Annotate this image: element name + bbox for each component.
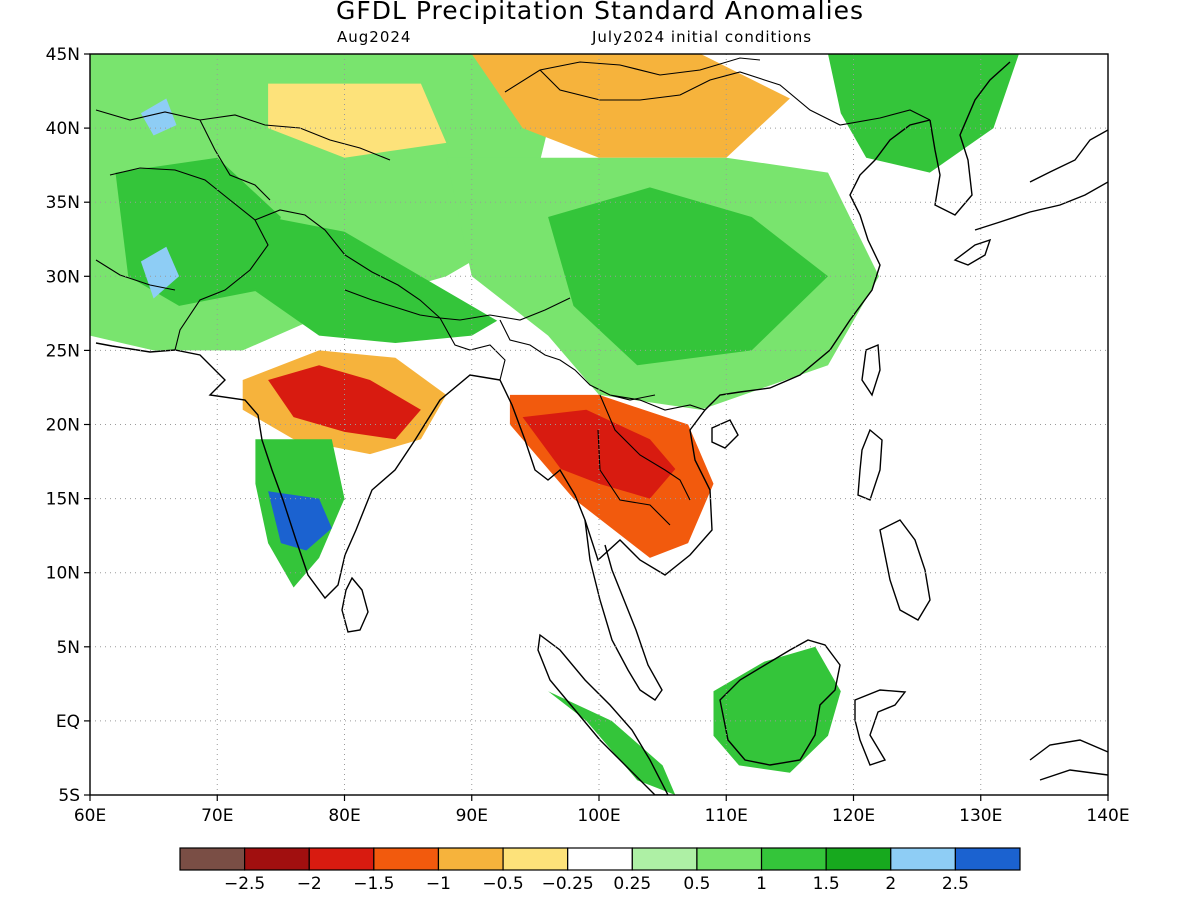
lat-tick-label: 10N: [46, 564, 80, 584]
coastline-korea: [929, 61, 1011, 216]
legend-label: −0.5: [482, 874, 523, 894]
coastline-indochina: [499, 379, 741, 576]
lon-tick-label: 70E: [201, 806, 233, 826]
coastline-hainan: [711, 419, 739, 449]
legend-label: 0.5: [683, 874, 710, 894]
anomaly-fill-layer: [90, 54, 1019, 795]
coastline-taiwan: [861, 343, 881, 397]
lat-tick-label: EQ: [56, 712, 80, 732]
legend-label: 1: [756, 874, 767, 894]
legend-swatch: [244, 847, 310, 871]
legend-swatch: [825, 847, 892, 871]
axis-ticks: 60E 70E 80E 90E 100E 110E 120E 130E 140E 45N 40N 35…: [46, 45, 1130, 826]
legend-swatch: [567, 847, 633, 871]
legend-swatch: [954, 847, 1021, 871]
lat-tick-label: 35N: [46, 193, 80, 213]
legend-swatch: [631, 847, 698, 871]
legend-swatch: [760, 847, 827, 871]
legend-swatch: [890, 847, 956, 871]
lat-tick-label: 20N: [46, 416, 80, 436]
lat-tick-label: 40N: [46, 119, 80, 139]
lat-tick-label: 25N: [46, 341, 80, 361]
colorbar-legend: −2.5 −2 −1.5 −1 −0.5 −0.25 0.25 0.5 1 1.5 2 2.5: [179, 847, 1021, 894]
country-borders: [95, 57, 931, 526]
lat-tick-label: 15N: [46, 490, 80, 510]
lat-tick-label: 5N: [56, 638, 80, 658]
coastline-china-east: [739, 119, 931, 393]
legend-swatch: [502, 847, 569, 871]
coastline-layer: [95, 57, 1108, 795]
coastline-srilanka: [341, 576, 369, 633]
lat-tick-label: 30N: [46, 267, 80, 287]
forecast-month-label: Aug2024: [337, 28, 412, 46]
lon-tick-label: 130E: [959, 806, 1002, 826]
lon-tick-label: 120E: [832, 806, 875, 826]
legend-swatch: [437, 847, 504, 871]
coastline-malaya: [584, 519, 663, 701]
legend-label: −2.5: [224, 874, 265, 894]
lon-tick-label: 80E: [328, 806, 360, 826]
coastline-sulawesi: [854, 689, 907, 766]
chart-title: GFDL Precipitation Standard Anomalies: [336, 0, 864, 25]
coastline-sumatra: [537, 633, 669, 795]
anomaly-region-sumatra-wet: [548, 691, 676, 795]
legend-label: −2: [297, 874, 322, 894]
anomaly-region-tajik-strong: [140, 98, 177, 136]
anomaly-region-ne-china-wet: [828, 54, 1019, 173]
coastline-japan: [953, 129, 1108, 266]
legend-label: −1: [426, 874, 451, 894]
initial-conditions-label: July2024 initial conditions: [592, 28, 813, 46]
anomaly-region-kazakh-dry: [268, 83, 447, 158]
legend-label: 0.25: [613, 874, 651, 894]
anomaly-region-china-wet-core: [548, 187, 828, 366]
legend-swatch: [308, 847, 375, 871]
lat-tick-label: 45N: [46, 45, 80, 65]
anomaly-region-central-india-dry-core: [268, 365, 421, 440]
lon-tick-label: 110E: [705, 806, 748, 826]
coastline-philippines: [857, 428, 931, 621]
lon-tick-label: 100E: [577, 806, 620, 826]
legend-swatch: [179, 847, 246, 871]
lat-tick-label: 5S: [58, 786, 80, 806]
anomaly-region-himalaya-wet: [255, 217, 498, 343]
coastline-newguinea: [1029, 739, 1108, 781]
legend-label: −0.25: [542, 874, 594, 894]
legend-label: 1.5: [813, 874, 840, 894]
legend-label: −1.5: [353, 874, 394, 894]
lon-tick-label: 60E: [74, 806, 106, 826]
legend-label: 2.5: [942, 874, 969, 894]
anomaly-region-borneo-wet: [713, 646, 841, 773]
coastline-india: [95, 342, 501, 600]
legend-label: 2: [885, 874, 896, 894]
coastline-borneo: [719, 639, 841, 766]
lon-tick-label: 90E: [456, 806, 488, 826]
legend-swatch: [373, 847, 440, 871]
legend-swatch: [696, 847, 763, 871]
lon-tick-label: 140E: [1086, 806, 1129, 826]
gridlines: [90, 54, 1108, 795]
anomaly-region-south-india-strong: [268, 491, 332, 551]
